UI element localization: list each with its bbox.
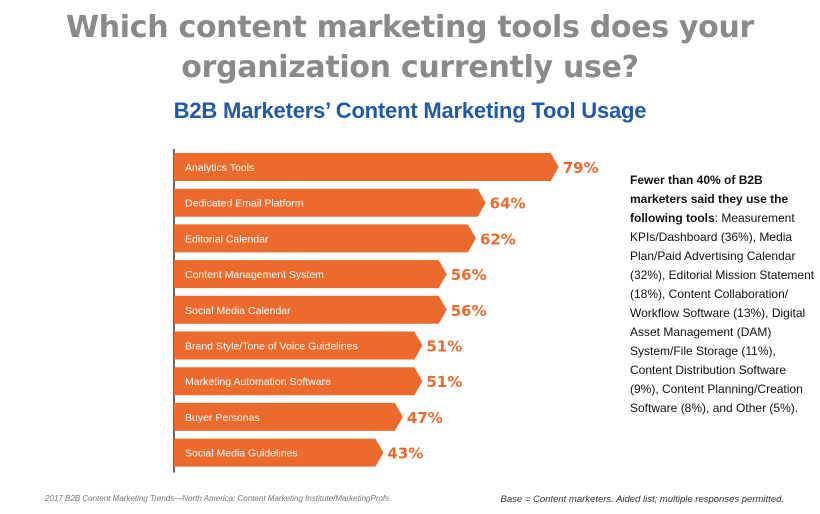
side-note: Fewer than 40% of B2B marketers said the… xyxy=(630,171,816,418)
side-note-text: : Measurement KPIs/Dashboard (36%), Medi… xyxy=(630,211,815,415)
bar xyxy=(174,153,559,181)
bar xyxy=(174,295,447,324)
category-label: Analytics Tools xyxy=(185,162,254,174)
value-label: 79% xyxy=(563,159,599,177)
category-label: Content Management System xyxy=(185,269,324,281)
value-label: 43% xyxy=(387,445,423,463)
category-label: Marketing Automation Software xyxy=(185,376,331,388)
bar xyxy=(174,331,423,360)
value-label: 62% xyxy=(480,230,516,248)
value-label: 56% xyxy=(451,302,487,320)
value-label: 51% xyxy=(426,338,462,356)
page-title: Which content marketing tools does your … xyxy=(0,8,820,88)
base-note: Base = Content marketers. Aided list; mu… xyxy=(500,494,784,505)
category-label: Editorial Calendar xyxy=(185,233,269,245)
bar xyxy=(174,367,423,396)
bar xyxy=(174,224,476,253)
title-line-1: Which content marketing tools does your xyxy=(65,10,755,45)
category-label: Social Media Calendar xyxy=(185,305,291,317)
value-label: 47% xyxy=(407,409,443,427)
bar xyxy=(174,188,486,217)
category-label: Brand Style/Tone of Voice Guidelines xyxy=(185,341,358,353)
side-note-bold: Fewer than 40% of B2B marketers said the… xyxy=(630,173,789,225)
category-label: Dedicated Email Platform xyxy=(185,198,304,210)
source-note: 2017 B2B Content Marketing Trends—North … xyxy=(45,494,390,503)
bar xyxy=(174,402,403,431)
value-label: 51% xyxy=(426,373,462,391)
bar xyxy=(174,260,447,289)
title-line-2: organization currently use? xyxy=(181,50,639,85)
category-label: Social Media Guidelines xyxy=(185,448,298,460)
chart-title: B2B Marketers’ Content Marketing Tool Us… xyxy=(173,98,647,123)
category-label: Buyer Personas xyxy=(185,412,260,424)
value-label: 56% xyxy=(451,266,487,284)
value-label: 64% xyxy=(490,195,526,213)
bar xyxy=(174,438,384,467)
